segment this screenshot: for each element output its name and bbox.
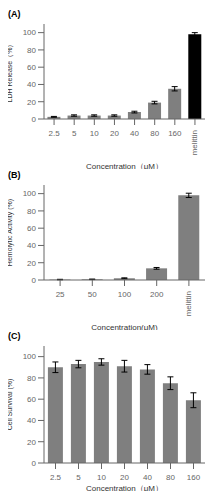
svg-text:Concentration（μM）: Concentration（μM） xyxy=(86,484,163,491)
svg-text:melittin: melittin xyxy=(190,130,199,155)
svg-text:2.5: 2.5 xyxy=(50,473,62,482)
svg-text:0: 0 xyxy=(32,276,37,285)
svg-text:80: 80 xyxy=(27,374,36,383)
svg-text:10: 10 xyxy=(90,129,99,138)
svg-text:25: 25 xyxy=(56,290,65,299)
svg-text:40: 40 xyxy=(130,129,139,138)
svg-text:20: 20 xyxy=(110,129,119,138)
svg-text:100: 100 xyxy=(118,290,132,299)
html-text:(C): (C) xyxy=(8,331,21,341)
svg-text:80: 80 xyxy=(150,129,159,138)
svg-text:100: 100 xyxy=(23,28,37,37)
svg-text:20: 20 xyxy=(120,473,129,482)
svg-text:160: 160 xyxy=(187,473,201,482)
svg-text:100: 100 xyxy=(23,352,37,361)
svg-text:200: 200 xyxy=(150,290,164,299)
svg-text:60: 60 xyxy=(27,63,36,72)
svg-text:60: 60 xyxy=(27,395,36,404)
svg-text:Concentration(μM): Concentration(μM) xyxy=(91,323,158,330)
svg-text:0: 0 xyxy=(32,115,37,124)
svg-text:100: 100 xyxy=(23,189,37,198)
svg-text:50: 50 xyxy=(88,290,97,299)
html-text:(B): (B) xyxy=(8,170,21,180)
svg-text:80: 80 xyxy=(27,46,36,55)
svg-text:0: 0 xyxy=(32,459,37,468)
svg-text:Hemolytic Activity (%): Hemolytic Activity (%) xyxy=(8,199,14,266)
svg-text:80: 80 xyxy=(27,207,36,216)
svg-text:melittin: melittin xyxy=(184,291,193,316)
svg-text:20: 20 xyxy=(27,259,36,268)
svg-text:Cell Survival (%): Cell Survival (%) xyxy=(8,379,14,431)
svg-text:40: 40 xyxy=(27,416,36,425)
svg-text:80: 80 xyxy=(166,473,175,482)
svg-text:2.5: 2.5 xyxy=(49,129,61,138)
svg-text:160: 160 xyxy=(168,129,182,138)
html-text:(A): (A) xyxy=(8,9,21,19)
svg-text:20: 20 xyxy=(27,98,36,107)
svg-text:5: 5 xyxy=(72,129,77,138)
svg-text:60: 60 xyxy=(27,224,36,233)
svg-text:LDH Release（%）: LDH Release（%） xyxy=(8,41,14,103)
svg-text:20: 20 xyxy=(27,438,36,447)
svg-text:40: 40 xyxy=(143,473,152,482)
svg-text:10: 10 xyxy=(97,473,106,482)
svg-text:5: 5 xyxy=(76,473,81,482)
svg-text:40: 40 xyxy=(27,80,36,89)
svg-text:40: 40 xyxy=(27,241,36,250)
svg-text:Concentration（μM）: Concentration（μM） xyxy=(86,162,163,169)
